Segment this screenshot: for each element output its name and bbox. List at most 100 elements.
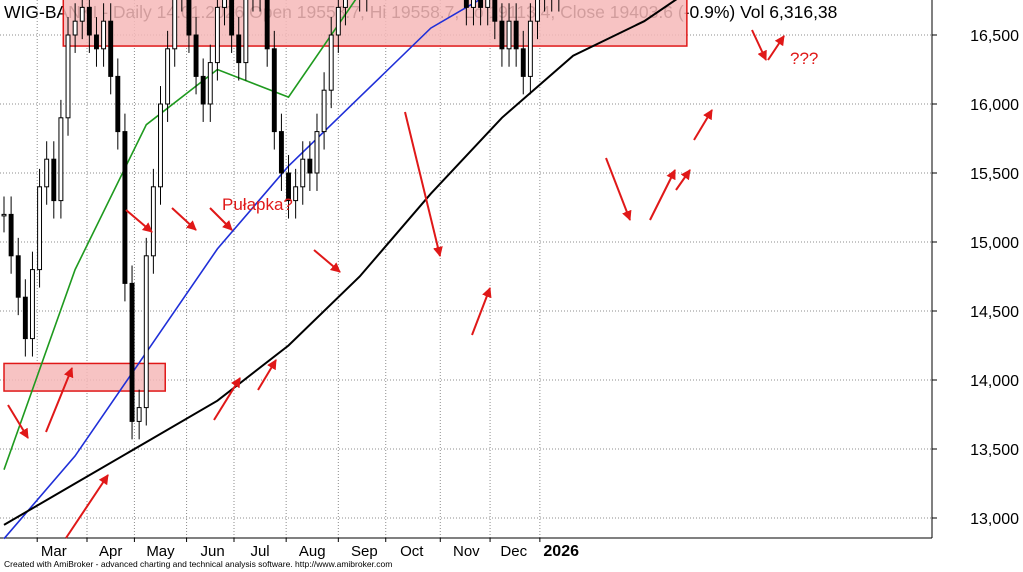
annotation-arrow — [767, 35, 785, 61]
candle-body — [51, 158, 57, 202]
annotation-arrow — [171, 207, 197, 231]
candle-body — [136, 407, 142, 422]
candle-body — [293, 186, 299, 202]
candle-body — [108, 20, 114, 77]
annotation-arrow — [45, 367, 74, 433]
y-tick-label: 13,500 — [970, 442, 1019, 459]
candle-body — [243, 0, 249, 64]
y-tick-label: 16,000 — [970, 97, 1019, 114]
annotation-arrow — [693, 109, 713, 141]
candle-body — [150, 186, 156, 257]
y-tick-label: 14,500 — [970, 304, 1019, 321]
candle-body — [236, 34, 242, 64]
candle-body — [527, 20, 533, 77]
candle-body — [129, 282, 135, 422]
candle-body — [314, 131, 320, 174]
candle-body — [335, 6, 341, 36]
annotation-arrow — [471, 287, 492, 336]
candle-body — [485, 0, 491, 8]
candle-body — [264, 0, 270, 50]
candle-body — [222, 0, 227, 8]
y-tick-label: 13,000 — [970, 511, 1019, 528]
candle-body — [328, 34, 334, 91]
candle-body — [193, 34, 199, 77]
annotation-text: Pułapka? — [222, 195, 293, 214]
annotation-arrow — [257, 359, 277, 391]
candle-body — [463, 0, 469, 8]
candle-body — [15, 255, 21, 298]
candle-body — [513, 20, 519, 50]
candle-body — [214, 6, 220, 64]
annotation-arrow — [404, 111, 443, 257]
candle-body — [65, 34, 71, 119]
annotation-text: ??? — [790, 49, 818, 68]
moving-average-long — [3, 0, 678, 526]
candle-body — [520, 48, 526, 77]
candle-body — [471, 0, 476, 8]
y-tick-label: 15,500 — [970, 166, 1019, 183]
y-tick-label: 15,000 — [970, 235, 1019, 252]
annotation-arrow — [605, 157, 632, 221]
x-tick-label: Mar — [41, 543, 67, 560]
candle-body — [300, 158, 306, 188]
candle-body — [342, 0, 348, 8]
candle-body — [158, 103, 163, 188]
annotation-arrow — [649, 169, 676, 221]
x-tick-label: Dec — [500, 543, 527, 560]
candle-body — [122, 131, 128, 284]
candle-body — [271, 48, 277, 133]
annotation-arrow — [65, 474, 109, 539]
candle-body — [278, 131, 284, 174]
candle-body — [72, 20, 78, 36]
x-tick-label: Nov — [453, 543, 480, 560]
candle-body — [58, 117, 64, 202]
candle-body — [321, 89, 327, 133]
candle-body — [86, 6, 92, 36]
moving-average-short — [3, 0, 357, 470]
annotation-arrow — [313, 249, 341, 273]
annotation-arrow — [213, 377, 241, 421]
candle-body — [478, 0, 484, 8]
annotation-arrow — [751, 29, 767, 61]
candle-body — [8, 213, 14, 257]
x-tick-label: Jun — [201, 543, 225, 560]
candle-body — [1, 213, 7, 217]
x-tick-label: Apr — [99, 543, 122, 560]
x-tick-label: 2026 — [543, 543, 579, 560]
candle-body — [44, 158, 50, 188]
candle-body — [207, 62, 213, 105]
candle-body — [172, 0, 178, 50]
x-tick-label: May — [146, 543, 175, 560]
candle-body — [22, 296, 28, 340]
candle-body — [186, 0, 192, 36]
candle-body — [535, 0, 540, 22]
candle-body — [492, 0, 498, 22]
price-zone-2 — [62, 0, 688, 47]
x-tick-label: Jul — [250, 543, 269, 560]
annotation-arrow — [209, 207, 233, 231]
candle-body — [94, 34, 99, 50]
candle-body — [37, 186, 43, 271]
annotation-arrow — [7, 404, 29, 439]
candle-body — [101, 20, 107, 50]
candle-body — [165, 48, 171, 105]
candle-body — [307, 158, 313, 174]
candle-body — [200, 75, 206, 105]
annotation-arrow — [125, 209, 153, 233]
candle-body — [499, 20, 505, 50]
candle-body — [506, 20, 512, 50]
candle-body — [115, 75, 121, 133]
x-tick-label: Sep — [351, 543, 378, 560]
x-tick-label: Oct — [400, 543, 424, 560]
footer-credit: Created with AmiBroker - advanced charti… — [4, 559, 393, 569]
annotation-arrow — [675, 169, 691, 191]
candle-body — [79, 6, 85, 22]
y-tick-label: 16,500 — [970, 28, 1019, 45]
candle-body — [229, 0, 235, 36]
candle-body — [286, 172, 291, 202]
candle-body — [29, 269, 35, 340]
x-tick-label: Aug — [299, 543, 326, 560]
candle-body — [143, 255, 149, 409]
